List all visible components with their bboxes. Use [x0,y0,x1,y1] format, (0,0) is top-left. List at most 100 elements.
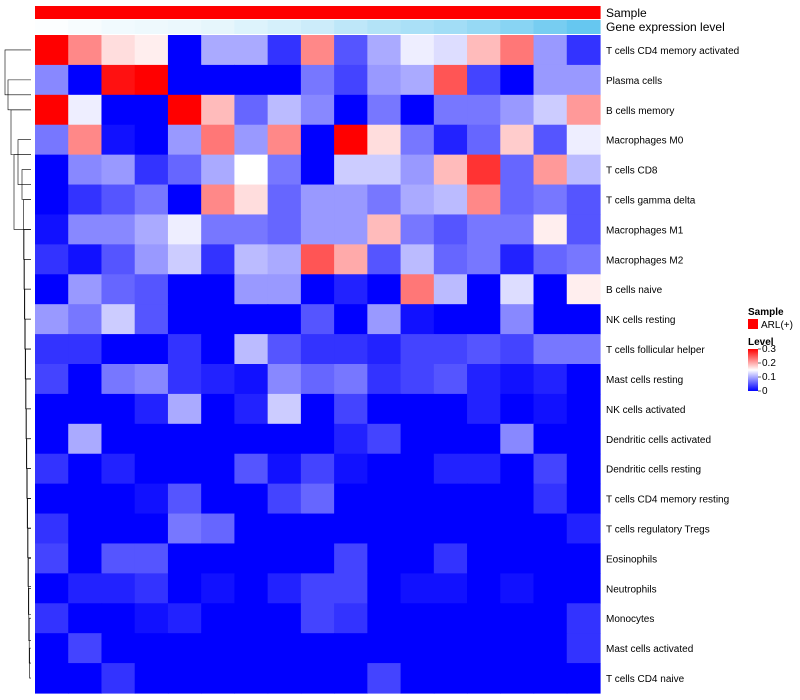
heatmap-cell [533,64,568,96]
sample-annotation-cell [500,6,535,19]
heatmap-cell [400,603,435,634]
heatmap-cell [234,274,269,305]
sample-annotation-cell [334,6,368,19]
heatmap-cell [334,154,368,186]
gene-expression-annotation-cell [234,20,269,34]
heatmap-cell [35,573,69,604]
gene-expression-annotation-cell [167,20,202,34]
legend-level-colorbar [748,349,758,391]
heatmap-cell [400,214,435,245]
heatmap-cell [167,453,202,485]
heatmap-cell [101,35,136,66]
heatmap-cell [300,334,335,365]
heatmap-cell [134,154,169,186]
heatmap-cell [433,663,468,694]
heatmap-cell [201,64,236,96]
row-label: Dendritic cells resting [606,465,701,476]
heatmap-cell [566,573,601,604]
heatmap-cell [433,513,468,545]
heatmap-cell [68,184,103,216]
heatmap-cell [101,453,136,485]
heatmap-cell [300,94,335,126]
heatmap-cell [35,543,69,574]
heatmap-cell [400,663,435,694]
heatmap-cell [334,423,368,455]
row-label: Monocytes [606,614,654,625]
annotation-label-gene-expression: Gene expression level [606,20,725,34]
heatmap-cell [101,64,136,96]
heatmap-cell [367,244,402,275]
heatmap-cell [467,334,501,365]
heatmap-cell [500,184,535,216]
heatmap-cell [267,274,302,305]
heatmap-cell [267,94,302,126]
heatmap-cell [134,184,169,216]
heatmap-cell [367,453,402,485]
heatmap-cell [167,603,202,634]
heatmap-cell [533,184,568,216]
heatmap-cell [234,543,269,574]
heatmap-cell [467,184,501,216]
heatmap-cell [566,304,601,335]
gene-expression-annotation-cell [35,20,69,34]
heatmap-cell [500,543,535,574]
row-label: Eosinophils [606,554,657,565]
heatmap-cell [566,513,601,545]
heatmap-cell [533,453,568,485]
heatmap-cell [367,543,402,574]
heatmap-cell [234,64,269,96]
heatmap-cell [533,35,568,66]
sample-annotation-cell [167,6,202,19]
heatmap-cell [35,364,69,395]
heatmap-cell [566,364,601,395]
heatmap-cell [433,603,468,634]
sample-annotation-cell [433,6,468,19]
heatmap-cell [533,214,568,245]
sample-annotation-cell [234,6,269,19]
row-label: Mast cells resting [606,375,683,386]
heatmap-cell [500,483,535,515]
heatmap-cell [167,364,202,395]
row-label: NK cells activated [606,405,685,416]
sample-annotation-cell [68,6,103,19]
heatmap-cell [566,274,601,305]
heatmap-cell [367,603,402,634]
heatmap-cell [467,154,501,186]
sample-annotation-cell [35,6,69,19]
heatmap-cell [167,124,202,156]
heatmap-cell [201,244,236,275]
sample-annotation-cell [101,6,136,19]
heatmap-cell [201,184,236,216]
gene-expression-annotation-cell [433,20,468,34]
heatmap-cell [267,603,302,634]
row-label: T cells CD4 naive [606,674,685,685]
heatmap-cell [433,184,468,216]
heatmap-cell [101,274,136,305]
heatmap-cell [566,633,601,664]
heatmap-cell [35,663,69,694]
heatmap-cell [533,364,568,395]
heatmap-cell [35,603,69,634]
row-label: B cells memory [606,106,674,117]
heatmap-cell [400,244,435,275]
heatmap-cell [367,663,402,694]
heatmap-cell [500,304,535,335]
heatmap-cell [267,633,302,664]
heatmap-cell [467,423,501,455]
heatmap-cell [533,393,568,425]
heatmap-cell [300,543,335,574]
heatmap-cell [566,35,601,66]
heatmap-cell [267,543,302,574]
heatmap-cell [68,35,103,66]
heatmap-cell [35,35,69,66]
heatmap-cell [367,483,402,515]
heatmap-cell [68,304,103,335]
row-label: B cells naive [606,285,663,296]
heatmap-cell [566,663,601,694]
legend-sample-title: Sample [748,307,784,318]
heatmap-cell [167,513,202,545]
heatmap-cell [267,35,302,66]
heatmap-cell [68,453,103,485]
heatmap-cell [334,334,368,365]
heatmap-cell [35,244,69,275]
